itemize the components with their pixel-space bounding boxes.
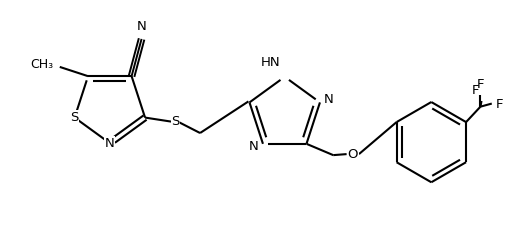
Text: CH₃: CH₃ — [31, 58, 53, 71]
Text: S: S — [171, 115, 180, 128]
Text: F: F — [471, 84, 479, 97]
Text: F: F — [477, 78, 484, 91]
Text: S: S — [70, 111, 79, 124]
Text: F: F — [496, 98, 503, 111]
Text: N: N — [105, 137, 114, 150]
Text: N: N — [137, 20, 147, 33]
Text: N: N — [249, 140, 259, 154]
Text: N: N — [324, 93, 334, 106]
Text: HN: HN — [261, 56, 281, 69]
Text: O: O — [348, 148, 358, 161]
